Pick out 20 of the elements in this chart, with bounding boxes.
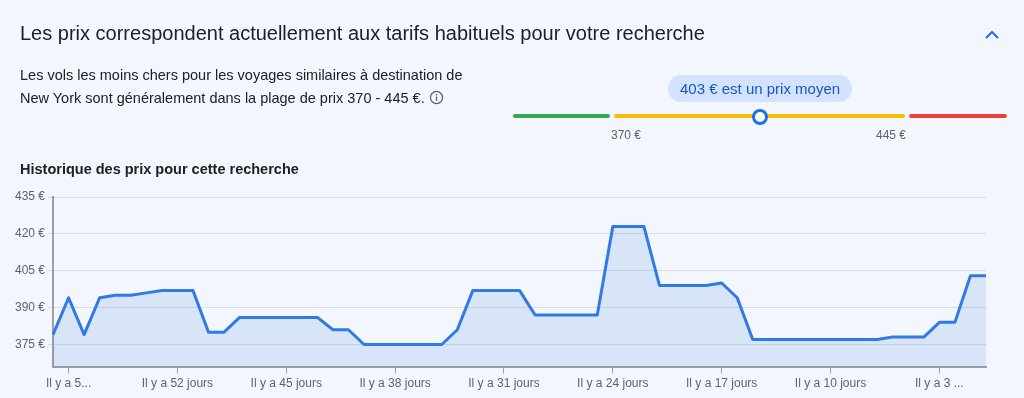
y-tick-label: 435 € — [15, 189, 46, 204]
x-tick-label: Il y a 45 jours — [250, 376, 322, 391]
text: 403 € est un prix moyen — [668, 75, 853, 102]
text: Les prix correspondent actuellement aux tarifs habituels pour votre recherche — [20, 22, 705, 45]
x-tick-label: Il y a 52 jours — [141, 376, 214, 391]
text: Les vols les moins chers pour les voyages similaires à destination de New York sont généralement dans la plage de prix 370 - 445 €. — [20, 66, 464, 108]
text: 445 € — [876, 128, 907, 142]
x-tick-label: Il y a 38 jours — [359, 376, 431, 391]
x-tick-label: Il y a 5... — [45, 376, 92, 391]
x-tick-label: Il y a 17 jours — [685, 376, 758, 391]
y-tick-label: 390 € — [15, 299, 46, 314]
x-tick-label: Il y a 31 jours — [468, 376, 540, 391]
text: 370 € — [611, 128, 642, 142]
x-tick-label: Il y a 10 jours — [794, 376, 867, 391]
x-tick-label: Il y a 24 jours — [577, 376, 649, 391]
y-tick-label: 375 € — [15, 336, 46, 351]
y-tick-label: 420 € — [15, 226, 46, 241]
x-tick-label: Il y a 3 ... — [915, 376, 964, 391]
y-tick-label: 405 € — [15, 263, 46, 278]
chart-title: Historique des prix pour cette recherche — [20, 161, 299, 177]
